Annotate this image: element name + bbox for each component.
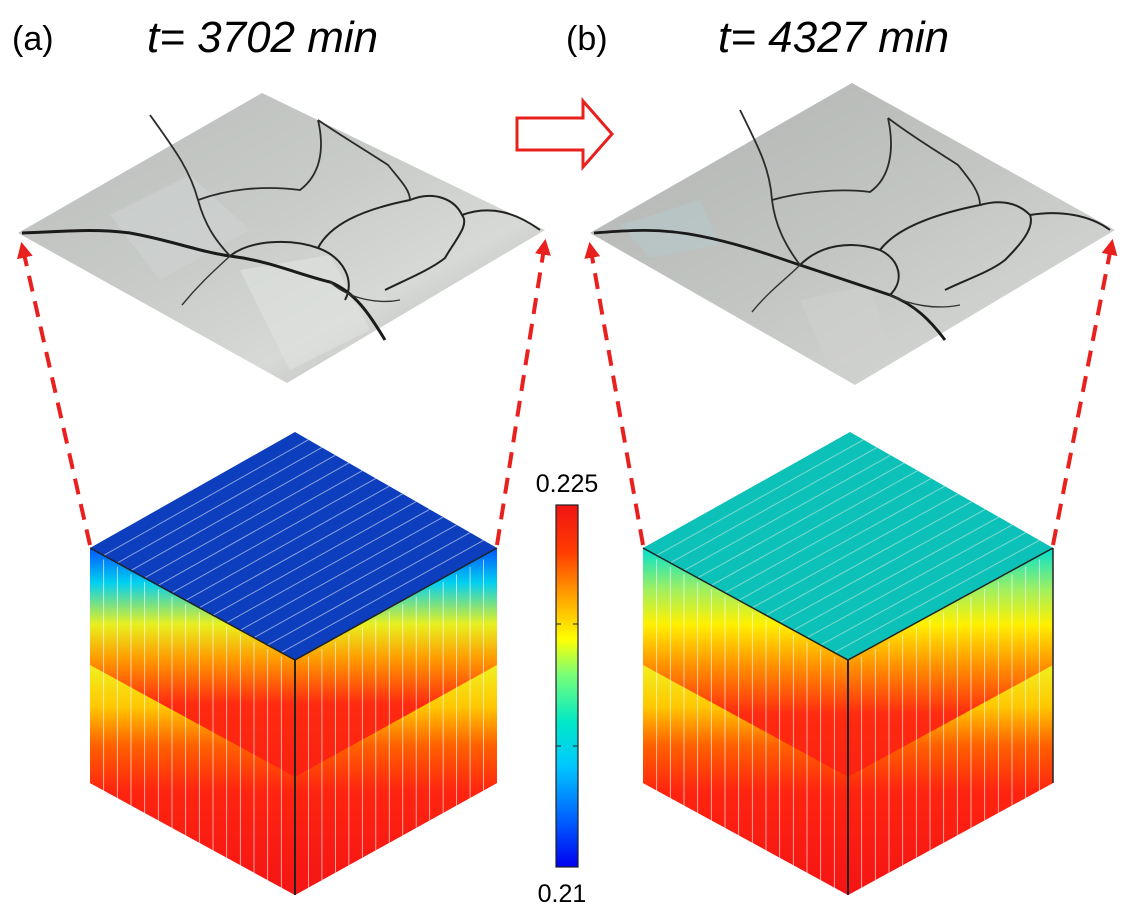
colorbar-gradient (555, 504, 579, 868)
colorbar-min-label: 0.21 (538, 880, 587, 908)
panel-a-soil-photo (18, 93, 545, 383)
panel-a-left-dashed-arrow (17, 241, 92, 546)
panel-a-cube (89, 432, 498, 895)
colorbar-max-label: 0.225 (536, 470, 599, 498)
panel-b-time-title: t= 4327 min (718, 13, 949, 62)
panel-a-right-dashed-arrow (495, 238, 551, 546)
panel-b-right-dashed-arrow (1051, 238, 1118, 546)
panel-a-time-title: t= 3702 min (147, 13, 378, 62)
panel-a: (a) t= 3702 min (12, 13, 551, 895)
time-progression-arrow-icon (515, 97, 614, 171)
panel-b: (b) t= 4327 min (566, 13, 1118, 895)
panel-b-left-dashed-arrow (584, 241, 645, 546)
panel-b-soil-photo (590, 83, 1115, 385)
panel-b-label: (b) (566, 20, 608, 58)
panel-a-label: (a) (12, 20, 54, 58)
colorbar: 0.225 0.21 (536, 470, 599, 908)
panel-b-cube (642, 432, 1054, 895)
